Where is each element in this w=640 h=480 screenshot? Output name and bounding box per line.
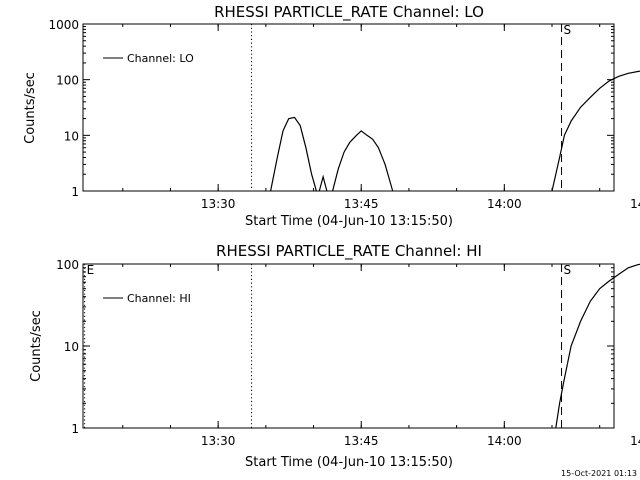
- y-axis-label-hi: Counts/sec: [29, 310, 44, 382]
- series-line: [332, 130, 394, 192]
- series-line: [555, 263, 640, 429]
- legend-hi: Channel: HI: [103, 292, 191, 305]
- plot-frame: [82, 23, 615, 192]
- legend-label-hi: Channel: HI: [127, 292, 191, 305]
- legend-label-lo: Channel: LO: [127, 52, 194, 65]
- y-tick-label: 1: [71, 185, 79, 199]
- panel-lo: RHESSI PARTICLE_RATE Channel: LO Start T…: [23, 3, 640, 229]
- y-tick-label: 100: [56, 74, 79, 88]
- y-axis-label-lo: Counts/sec: [23, 72, 38, 144]
- legend-lo: Channel: LO: [103, 52, 194, 65]
- time-marker-label: S: [564, 263, 572, 277]
- y-tick-label: 1: [71, 422, 79, 436]
- y-tick-label: 10: [64, 340, 79, 354]
- x-tick-label: 13:45: [344, 197, 379, 211]
- series-line: [270, 116, 317, 192]
- panel-hi: RHESSI PARTICLE_RATE Channel: HI Start T…: [29, 242, 640, 470]
- chart-title-lo: RHESSI PARTICLE_RATE Channel: LO: [214, 3, 484, 22]
- time-marker-label: S: [564, 23, 572, 37]
- x-tick-label: 13:30: [201, 197, 236, 211]
- x-axis-label-lo: Start Time (04-Jun-10 13:15:50): [245, 214, 453, 229]
- y-tick-label: 10: [64, 129, 79, 143]
- x-tick-label: 14:00: [487, 434, 522, 448]
- x-tick-label: 14:15: [630, 434, 640, 448]
- x-tick-label: 14:15: [630, 197, 640, 211]
- x-axis-label-hi: Start Time (04-Jun-10 13:15:50): [245, 455, 453, 470]
- footer-timestamp: 15-Oct-2021 01:13: [561, 469, 637, 478]
- x-tick-label: 13:45: [344, 434, 379, 448]
- plot-area-lo: 13:3013:4514:0014:1514:3014:451101001000…: [48, 18, 640, 211]
- y-tick-label: 1000: [48, 18, 79, 32]
- time-marker-label: E: [87, 263, 95, 277]
- x-tick-label: 14:00: [487, 197, 522, 211]
- y-tick-label: 100: [56, 258, 79, 272]
- chart-title-hi: RHESSI PARTICLE_RATE Channel: HI: [216, 242, 482, 261]
- series-line: [318, 174, 328, 192]
- x-tick-label: 13:30: [201, 434, 236, 448]
- series-line: [551, 70, 640, 192]
